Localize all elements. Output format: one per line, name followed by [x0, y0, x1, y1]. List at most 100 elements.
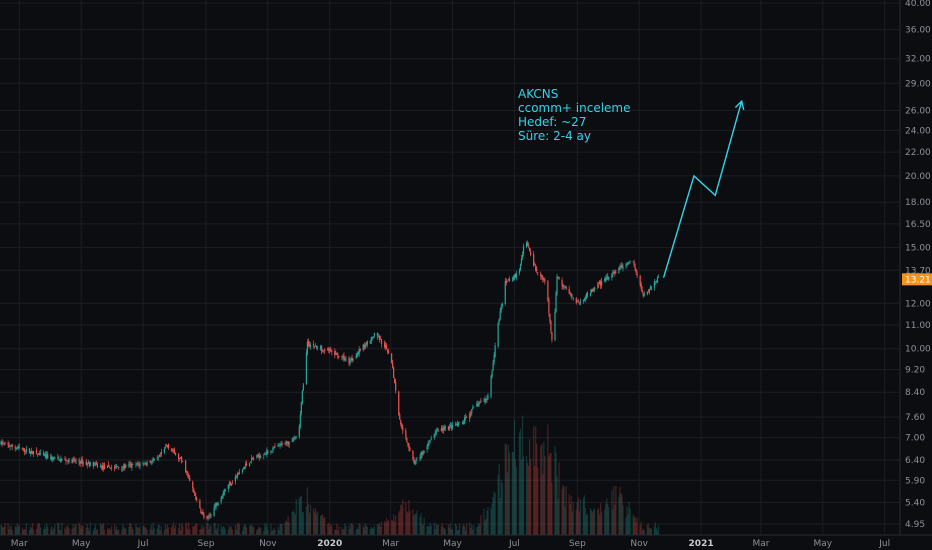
- volume-bar-228: [323, 518, 325, 535]
- candle-body-460: [653, 281, 656, 288]
- volume-bar-103: [145, 527, 147, 535]
- volume-bar-452: [641, 530, 643, 535]
- candle-body-9: [11, 444, 13, 447]
- volume-bar-123: [173, 528, 176, 535]
- volume-bar-73: [102, 523, 105, 535]
- candle-body-329: [466, 417, 468, 418]
- y-tick-label-9: 16.50: [905, 220, 931, 230]
- volume-bar-324: [459, 523, 461, 535]
- candle-body-438: [621, 264, 623, 268]
- candle-body-72: [101, 465, 104, 469]
- candle-body-33: [46, 454, 48, 458]
- candle-body-123: [173, 449, 176, 454]
- volume-bar-142: [201, 524, 203, 535]
- volume-bar-160: [227, 530, 229, 535]
- volume-bar-182: [258, 527, 260, 535]
- candle-body-346: [491, 370, 493, 378]
- candle-body-238: [337, 354, 339, 358]
- candle-body-445: [632, 261, 634, 263]
- candle-body-168: [237, 472, 240, 474]
- candle-body-281: [399, 414, 401, 420]
- candle-body-253: [358, 348, 360, 355]
- annotation-line-3: Hedef: ~27: [518, 115, 586, 129]
- volume-bar-170: [241, 530, 244, 535]
- volume-bar-454: [643, 530, 645, 535]
- candle-body-135: [192, 481, 194, 489]
- candle-body-89: [125, 464, 127, 467]
- candle-body-383: [543, 279, 545, 281]
- volume-bar-256: [363, 527, 365, 535]
- volume-bar-395: [561, 489, 563, 535]
- candle-body-133: [188, 474, 190, 478]
- candle-body-435: [618, 267, 620, 274]
- candle-body-352: [499, 310, 501, 320]
- candle-body-312: [442, 428, 444, 431]
- time-axis[interactable]: Mar May Jul Sep Nov 2020 Mar May Jul Sep Nov 2021 Ma…: [11, 539, 890, 549]
- volume-bar-359: [508, 452, 510, 535]
- volume-bar-448: [635, 522, 637, 535]
- volume-bar-437: [620, 492, 622, 535]
- volume-bar-417: [591, 511, 594, 535]
- candle-body-175: [248, 463, 251, 467]
- candle-body-184: [260, 456, 262, 459]
- candle-body-212: [300, 401, 302, 414]
- candle-body-4: [4, 442, 6, 444]
- volume-bar-283: [401, 505, 403, 535]
- candle-body-25: [35, 449, 38, 454]
- candle-body-219: [309, 344, 312, 347]
- candle-body-286: [406, 437, 408, 442]
- candle-body-56: [79, 462, 81, 464]
- volume-bar-264: [373, 526, 375, 535]
- volume-bar-453: [642, 528, 644, 535]
- volume-bar-231: [328, 522, 330, 535]
- candle-body-172: [243, 466, 246, 470]
- candle-body-250: [355, 356, 357, 358]
- candle-body-377: [535, 266, 537, 270]
- volume-bar-386: [548, 456, 550, 535]
- candle-body-44: [61, 458, 63, 460]
- volume-bar-15: [21, 527, 23, 535]
- candle-body-179: [253, 458, 255, 460]
- y-tick-label-6: 22.00: [905, 148, 931, 158]
- volume-bar-206: [292, 510, 294, 535]
- candle-body-156: [221, 495, 223, 499]
- candle-body-106: [150, 462, 152, 464]
- candle-body-451: [640, 283, 642, 289]
- x-tick-label-9: Sep: [569, 539, 586, 549]
- candle-body-115: [163, 448, 165, 453]
- candle-body-58: [81, 459, 83, 465]
- volume-bar-406: [576, 501, 578, 535]
- volume-bar-162: [229, 527, 231, 535]
- volume-bar-122: [172, 522, 175, 535]
- candle-body-188: [266, 450, 268, 455]
- volume-bar-210: [298, 498, 300, 535]
- candle-body-271: [384, 345, 387, 348]
- candle-body-81: [115, 466, 117, 467]
- volume-bar-85: [121, 530, 123, 535]
- candle-body-214: [302, 384, 304, 391]
- candle-body-205: [291, 441, 293, 442]
- volume-bar-425: [604, 509, 606, 535]
- candle-body-417: [591, 289, 594, 292]
- volume-bar-243: [344, 523, 346, 535]
- candle-body-40: [57, 457, 59, 458]
- volume-bar-194: [274, 529, 276, 535]
- volume-bar-198: [280, 523, 282, 535]
- y-tick-label-5: 24.00: [905, 126, 931, 136]
- candle-body-295: [419, 457, 421, 459]
- price-axis[interactable]: 40.00 36.00 32.00 29.00 26.00 24.00 22.00 20.00…: [905, 0, 931, 530]
- candle-body-103: [145, 463, 147, 465]
- volume-bar-188: [266, 523, 268, 535]
- candle-body-134: [189, 477, 191, 481]
- volume-bar-43: [60, 529, 62, 535]
- volume-bar-78: [109, 530, 112, 535]
- volume-bar-145: [206, 522, 208, 535]
- x-tick-label-5: 2020: [317, 539, 342, 549]
- volume-bar-261: [370, 526, 372, 535]
- candle-body-290: [412, 450, 414, 460]
- candle-body-98: [138, 464, 140, 466]
- candle-body-5: [7, 442, 9, 445]
- volume-bar-342: [485, 518, 487, 535]
- x-tick-label-7: May: [443, 539, 462, 549]
